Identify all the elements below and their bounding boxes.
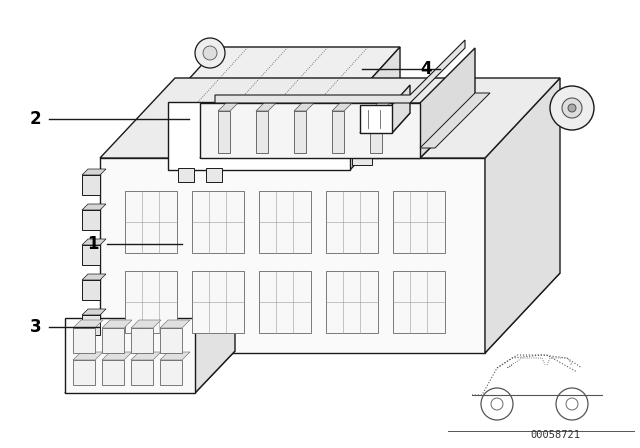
Polygon shape [168, 47, 400, 102]
Polygon shape [82, 175, 100, 195]
Polygon shape [294, 111, 306, 153]
Polygon shape [168, 102, 350, 170]
Polygon shape [393, 271, 445, 333]
Circle shape [195, 38, 225, 68]
Polygon shape [82, 210, 100, 230]
Polygon shape [485, 78, 560, 353]
Polygon shape [206, 168, 222, 182]
Polygon shape [100, 158, 485, 353]
Polygon shape [256, 111, 268, 153]
Polygon shape [102, 360, 124, 385]
Polygon shape [200, 103, 475, 158]
Circle shape [203, 46, 217, 60]
Polygon shape [73, 360, 95, 385]
Polygon shape [125, 191, 177, 253]
Polygon shape [102, 320, 132, 328]
Polygon shape [125, 271, 177, 333]
Polygon shape [102, 352, 132, 360]
Polygon shape [350, 47, 400, 170]
Polygon shape [160, 360, 182, 385]
Polygon shape [192, 271, 244, 333]
Polygon shape [73, 352, 103, 360]
Polygon shape [192, 191, 244, 253]
Polygon shape [332, 103, 352, 111]
Polygon shape [82, 280, 100, 300]
Polygon shape [215, 40, 465, 103]
Polygon shape [82, 315, 100, 335]
Circle shape [550, 86, 594, 130]
Polygon shape [352, 129, 372, 143]
Polygon shape [82, 204, 106, 210]
Polygon shape [332, 111, 344, 153]
Polygon shape [131, 328, 153, 353]
Polygon shape [102, 328, 124, 353]
Polygon shape [82, 309, 106, 315]
Polygon shape [82, 274, 106, 280]
Polygon shape [82, 239, 106, 245]
Polygon shape [200, 103, 420, 158]
Polygon shape [420, 93, 490, 148]
Circle shape [562, 98, 582, 118]
Polygon shape [294, 103, 314, 111]
Polygon shape [259, 191, 311, 253]
Polygon shape [100, 78, 560, 158]
Polygon shape [370, 111, 382, 153]
Text: 3: 3 [29, 318, 41, 336]
Polygon shape [218, 111, 230, 153]
Polygon shape [160, 328, 182, 353]
Polygon shape [65, 351, 235, 393]
Polygon shape [326, 271, 378, 333]
Polygon shape [370, 103, 390, 111]
Polygon shape [393, 191, 445, 253]
Polygon shape [259, 271, 311, 333]
Polygon shape [326, 191, 378, 253]
Polygon shape [160, 320, 190, 328]
Polygon shape [131, 360, 153, 385]
Polygon shape [131, 320, 161, 328]
Text: 00058721: 00058721 [530, 430, 580, 440]
Polygon shape [65, 318, 195, 393]
Polygon shape [100, 273, 560, 353]
Text: 1: 1 [87, 235, 99, 253]
Polygon shape [82, 245, 100, 265]
Text: 2: 2 [29, 110, 41, 128]
Polygon shape [360, 105, 392, 133]
Polygon shape [218, 103, 238, 111]
Polygon shape [392, 85, 410, 133]
Polygon shape [352, 151, 372, 165]
Text: 4: 4 [420, 60, 431, 78]
Polygon shape [420, 48, 475, 158]
Polygon shape [160, 352, 190, 360]
Polygon shape [82, 169, 106, 175]
Polygon shape [131, 352, 161, 360]
Polygon shape [73, 328, 95, 353]
Polygon shape [195, 276, 235, 393]
Polygon shape [178, 168, 194, 182]
Polygon shape [256, 103, 276, 111]
Polygon shape [73, 320, 103, 328]
Circle shape [568, 104, 576, 112]
Polygon shape [360, 113, 410, 133]
